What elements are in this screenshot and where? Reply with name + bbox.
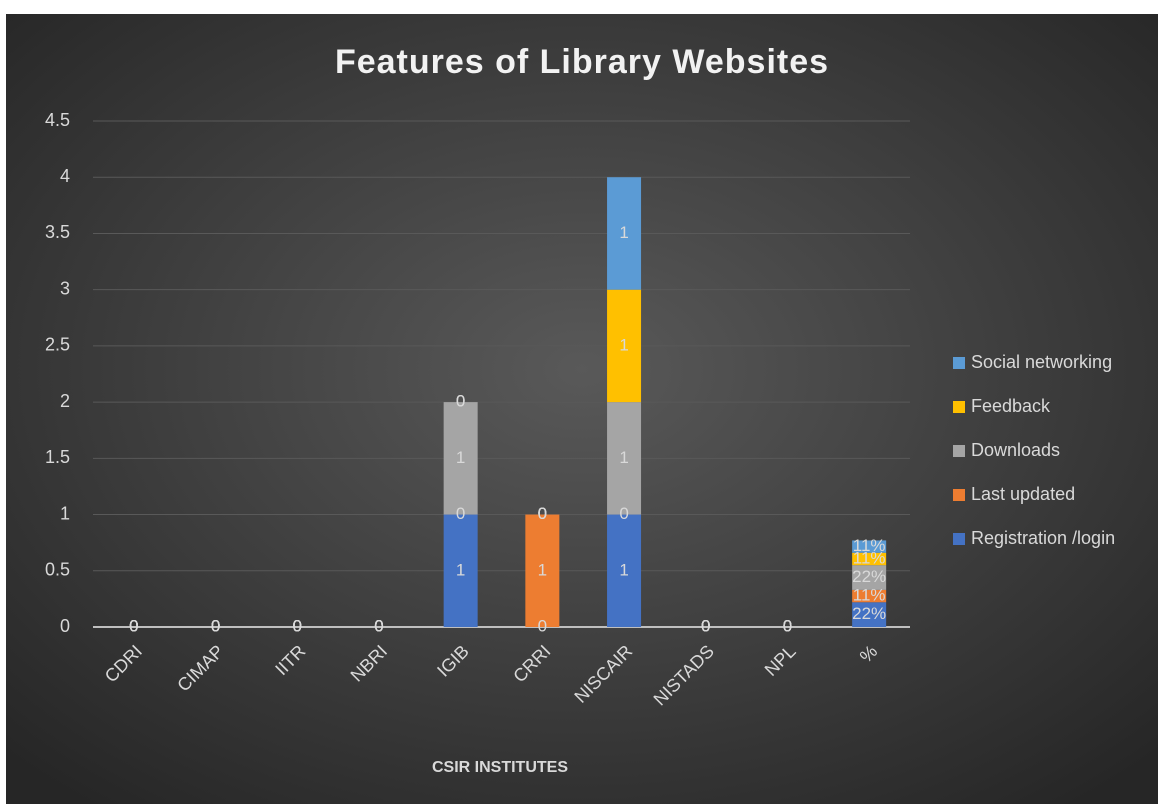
legend-label: Downloads — [971, 440, 1060, 460]
data-label: 0 — [538, 504, 547, 523]
legend-swatch — [953, 401, 965, 413]
y-tick-label: 0.5 — [45, 560, 70, 580]
data-label: 0 — [538, 616, 547, 635]
bar-segment — [852, 602, 887, 627]
bar-segment — [607, 402, 642, 515]
data-label: 0 — [293, 616, 302, 635]
legend-swatch — [953, 445, 965, 457]
data-label: 11% — [853, 586, 886, 605]
data-label: 0 — [456, 504, 465, 523]
data-label: 0 — [701, 616, 710, 635]
data-label: 0 — [374, 616, 383, 635]
bar-segment — [852, 552, 887, 566]
data-label: 0 — [701, 616, 710, 635]
data-label: 0 — [374, 616, 383, 635]
y-tick-label: 2.5 — [45, 335, 70, 355]
data-label: 0 — [783, 616, 792, 635]
data-label: 22% — [852, 604, 886, 623]
data-label: 0 — [783, 616, 792, 635]
x-axis-title: CSIR INSTITUTES — [432, 759, 568, 776]
bar-segment — [443, 402, 478, 515]
y-tick-label: 1.5 — [45, 447, 70, 467]
data-label: 0 — [619, 504, 628, 523]
data-label: 0 — [783, 616, 792, 635]
y-tick-label: 3 — [60, 278, 70, 298]
background — [6, 14, 1158, 804]
legend-label: Feedback — [971, 396, 1051, 416]
data-label: 0 — [538, 504, 547, 523]
data-label: 0 — [374, 616, 383, 635]
data-label: 0 — [293, 616, 302, 635]
legend-label: Registration /login — [971, 528, 1115, 548]
legend-label: Social networking — [971, 352, 1112, 372]
chart-title: Features of Library Websites — [335, 43, 829, 81]
data-label: 1 — [619, 223, 628, 242]
data-label: 1 — [619, 560, 628, 579]
y-tick-label: 0 — [60, 616, 70, 636]
data-label: 1 — [538, 560, 547, 579]
legend-label: Last updated — [971, 484, 1075, 504]
data-label: 0 — [129, 616, 138, 635]
data-label: 11% — [853, 536, 886, 555]
bar-segment — [607, 514, 642, 627]
data-label: 0 — [293, 616, 302, 635]
data-label: 0 — [783, 616, 792, 635]
bar-segment — [852, 565, 887, 590]
data-label: 0 — [538, 504, 547, 523]
legend-swatch — [953, 489, 965, 501]
data-label: 0 — [456, 392, 465, 411]
data-label: 0 — [374, 616, 383, 635]
y-tick-label: 4.5 — [45, 110, 70, 130]
data-label: 22% — [852, 567, 886, 586]
data-label: 0 — [129, 616, 138, 635]
data-label: 1 — [456, 560, 465, 579]
y-tick-label: 4 — [60, 166, 70, 186]
data-label: 1 — [456, 448, 465, 467]
data-label: 11% — [853, 548, 886, 567]
bar-segment — [852, 540, 887, 553]
data-label: 0 — [211, 616, 220, 635]
data-label: 0 — [293, 616, 302, 635]
data-label: 0 — [701, 616, 710, 635]
data-label: 0 — [374, 616, 383, 635]
data-label: 0 — [129, 616, 138, 635]
bar-segment — [525, 514, 560, 627]
data-label: 0 — [701, 616, 710, 635]
y-tick-label: 2 — [60, 391, 70, 411]
data-label: 0 — [701, 616, 710, 635]
data-label: 0 — [293, 616, 302, 635]
data-label: 0 — [211, 616, 220, 635]
data-label: 0 — [783, 616, 792, 635]
bar-segment — [443, 514, 478, 627]
data-label: 1 — [619, 335, 628, 354]
y-tick-label: 3.5 — [45, 222, 70, 242]
bar-segment — [607, 177, 642, 290]
data-label: 1 — [619, 448, 628, 467]
data-label: 0 — [456, 392, 465, 411]
y-tick-label: 1 — [60, 503, 70, 523]
bar-segment — [852, 589, 887, 603]
data-label: 0 — [211, 616, 220, 635]
legend-swatch — [953, 357, 965, 369]
data-label: 0 — [129, 616, 138, 635]
legend-swatch — [953, 533, 965, 545]
data-label: 0 — [211, 616, 220, 635]
bar-segment — [607, 289, 642, 403]
data-label: 0 — [129, 616, 138, 635]
data-label: 0 — [211, 616, 220, 635]
